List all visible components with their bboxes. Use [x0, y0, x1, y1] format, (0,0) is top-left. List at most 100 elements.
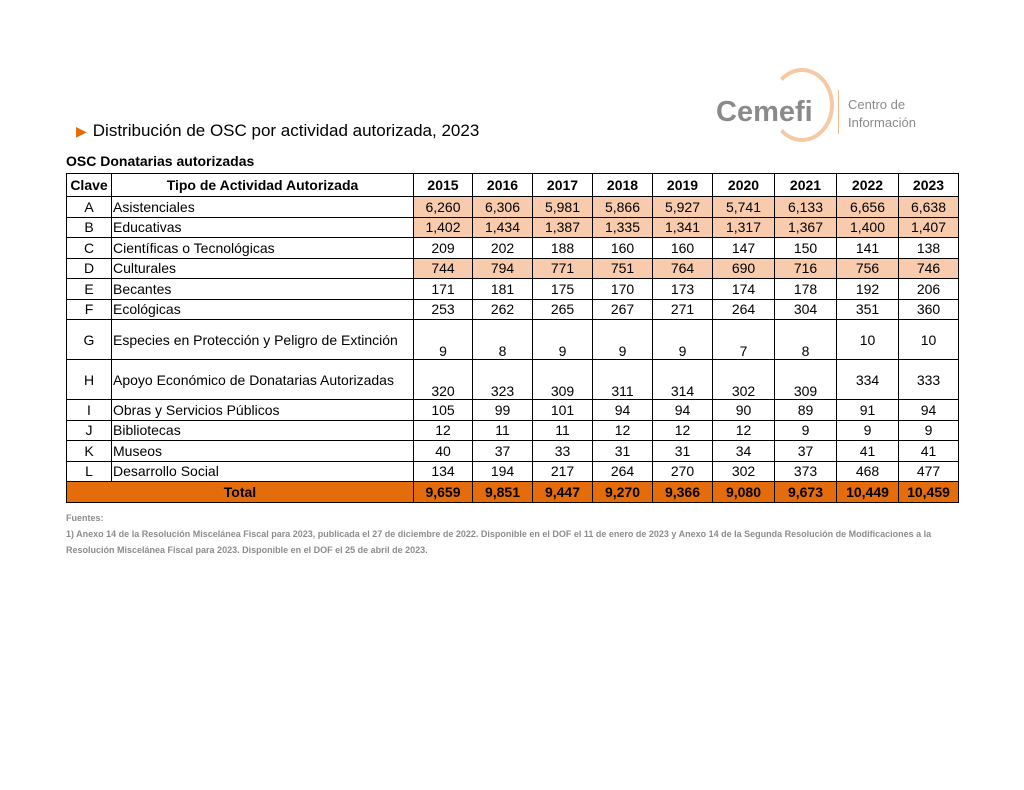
page-title: ▶ Distribución de OSC por actividad autor… — [76, 121, 479, 141]
value-cell: 138 — [898, 237, 959, 259]
table-row: F Ecológicas 253 262 265 267 271 264 304 351 360 — [66, 298, 959, 320]
value-cell: 334 — [836, 359, 899, 400]
value-cell: 1,367 — [774, 216, 837, 238]
activity-cell: Apoyo Económico de Donatarias Autorizada… — [111, 359, 414, 400]
value-cell: 10 — [836, 319, 899, 360]
value-cell: 8 — [774, 319, 837, 360]
table-subtitle: OSC Donatarias autorizadas — [66, 153, 255, 169]
value-cell: 194 — [472, 460, 533, 482]
value-cell: 12 — [652, 419, 713, 441]
value-cell: 9 — [413, 319, 473, 360]
value-cell: 41 — [836, 440, 899, 462]
value-cell: 265 — [532, 298, 593, 320]
logo-divider — [838, 90, 839, 134]
value-cell: 34 — [712, 440, 775, 462]
clave-cell: C — [66, 237, 112, 259]
activity-cell: Educativas — [111, 216, 414, 238]
value-cell: 7 — [712, 319, 775, 360]
value-cell: 751 — [592, 257, 653, 279]
value-cell: 9 — [898, 419, 959, 441]
table-header-row: Clave Tipo de Actividad Autorizada 2015 201… — [66, 173, 959, 197]
value-cell: 764 — [652, 257, 713, 279]
value-cell: 99 — [472, 399, 533, 421]
column-header: 2015 — [413, 173, 473, 197]
value-cell: 477 — [898, 460, 959, 482]
clave-cell: D — [66, 257, 112, 279]
table-row: K Museos 40 37 33 31 31 34 37 41 41 — [66, 440, 959, 462]
value-cell: 11 — [532, 419, 593, 441]
activity-cell: Bibliotecas — [111, 419, 414, 441]
activity-cell: Culturales — [111, 257, 414, 279]
value-cell: 141 — [836, 237, 899, 259]
value-cell: 744 — [413, 257, 473, 279]
value-cell: 5,981 — [532, 196, 593, 218]
value-cell: 160 — [592, 237, 653, 259]
value-cell: 9 — [774, 419, 837, 441]
value-cell: 90 — [712, 399, 775, 421]
column-header: 2019 — [652, 173, 713, 197]
value-cell: 267 — [592, 298, 653, 320]
value-cell: 270 — [652, 460, 713, 482]
value-cell: 9 — [836, 419, 899, 441]
value-cell: 94 — [898, 399, 959, 421]
value-cell: 134 — [413, 460, 473, 482]
logo-name: Cemefi — [716, 96, 813, 128]
value-cell: 264 — [712, 298, 775, 320]
total-value-cell: 9,673 — [774, 481, 837, 503]
clave-cell: J — [66, 419, 112, 441]
total-value-cell: 9,366 — [652, 481, 713, 503]
value-cell: 351 — [836, 298, 899, 320]
table-row: D Culturales 744 794 771 751 764 690 716 756 746 — [66, 257, 959, 279]
triangle-right-icon: ▶ — [76, 123, 87, 139]
table-row: C Científicas o Tecnológicas 209 202 188 160 1… — [66, 237, 959, 259]
value-cell: 181 — [472, 278, 533, 300]
table-row: A Asistenciales 6,260 6,306 5,981 5,866 5,927 5… — [66, 196, 959, 218]
value-cell: 309 — [774, 359, 837, 400]
logo-ring-icon — [770, 68, 834, 142]
activity-cell: Ecológicas — [111, 298, 414, 320]
value-cell: 323 — [472, 359, 533, 400]
total-value-cell: 10,459 — [898, 481, 959, 503]
column-header: 2022 — [836, 173, 899, 197]
value-cell: 171 — [413, 278, 473, 300]
value-cell: 333 — [898, 359, 959, 400]
value-cell: 150 — [774, 237, 837, 259]
value-cell: 716 — [774, 257, 837, 279]
table-row: I Obras y Servicios Públicos 105 99 101 94 94 9… — [66, 399, 959, 421]
logo-caption-line1: Centro de — [848, 97, 906, 112]
value-cell: 209 — [413, 237, 473, 259]
total-value-cell: 9,080 — [712, 481, 775, 503]
value-cell: 1,407 — [898, 216, 959, 238]
value-cell: 314 — [652, 359, 713, 400]
value-cell: 33 — [532, 440, 593, 462]
value-cell: 41 — [898, 440, 959, 462]
clave-cell: F — [66, 298, 112, 320]
value-cell: 1,387 — [532, 216, 593, 238]
value-cell: 6,133 — [774, 196, 837, 218]
value-cell: 91 — [836, 399, 899, 421]
value-cell: 31 — [592, 440, 653, 462]
value-cell: 262 — [472, 298, 533, 320]
value-cell: 756 — [836, 257, 899, 279]
total-value-cell: 9,447 — [532, 481, 593, 503]
value-cell: 5,741 — [712, 196, 775, 218]
value-cell: 1,341 — [652, 216, 713, 238]
value-cell: 771 — [532, 257, 593, 279]
value-cell: 6,656 — [836, 196, 899, 218]
value-cell: 173 — [652, 278, 713, 300]
value-cell: 175 — [532, 278, 593, 300]
total-value-cell: 9,270 — [592, 481, 653, 503]
activity-cell: Obras y Servicios Públicos — [111, 399, 414, 421]
activity-cell: Especies en Protección y Peligro de Exti… — [111, 319, 414, 360]
value-cell: 202 — [472, 237, 533, 259]
activity-cell: Becantes — [111, 278, 414, 300]
table-row: H Apoyo Económico de Donatarias Autorizad… — [66, 359, 959, 400]
value-cell: 6,306 — [472, 196, 533, 218]
value-cell: 253 — [413, 298, 473, 320]
total-value-cell: 9,851 — [472, 481, 533, 503]
value-cell: 94 — [652, 399, 713, 421]
value-cell: 1,335 — [592, 216, 653, 238]
cemefi-logo: Cemefi Centro de Información — [712, 66, 942, 146]
value-cell: 6,638 — [898, 196, 959, 218]
value-cell: 311 — [592, 359, 653, 400]
